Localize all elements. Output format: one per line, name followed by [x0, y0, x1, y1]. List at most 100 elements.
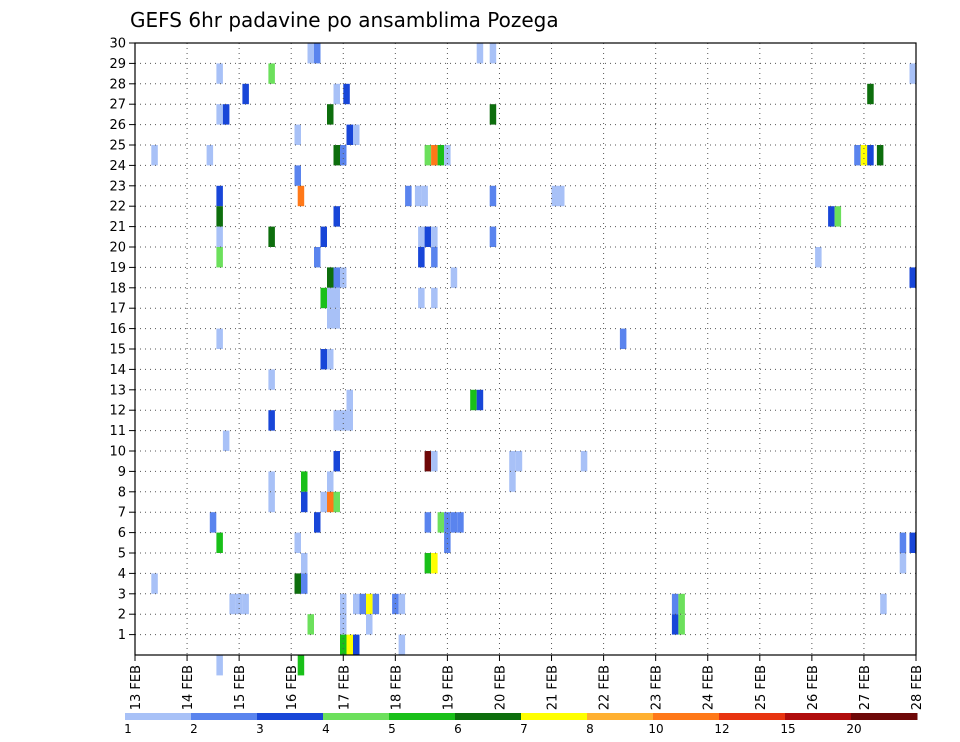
y-tick-label: 28: [109, 77, 126, 92]
y-tick-label: 11: [109, 424, 126, 439]
x-tick-label: 13 FEB: [129, 665, 144, 710]
heatmap-cell: [346, 634, 353, 655]
heatmap-cell: [431, 553, 438, 574]
x-tick-label: 26 FEB: [806, 665, 821, 710]
legend-swatch: [851, 713, 918, 720]
legend-swatch: [389, 713, 456, 720]
heatmap-cell: [353, 634, 360, 655]
heatmap-cell: [320, 287, 327, 309]
heatmap-cell: [876, 145, 884, 166]
heatmap-cell: [580, 451, 588, 472]
y-tick-label: 9: [118, 465, 126, 480]
heatmap-cell: [437, 512, 445, 533]
y-tick-label: 24: [109, 159, 126, 174]
heatmap-cell: [366, 614, 373, 635]
heatmap-cell: [294, 573, 301, 594]
x-tick-label: 16 FEB: [285, 665, 300, 710]
y-tick-label: 1: [118, 628, 126, 643]
heatmap-cell: [294, 532, 301, 553]
y-tick-label: 8: [118, 485, 126, 500]
heatmap-cell: [437, 145, 445, 166]
heatmap-cell: [418, 287, 425, 309]
legend-label: 8: [586, 722, 594, 736]
grid-layer: [135, 42, 916, 655]
heatmap-cell: [372, 593, 380, 615]
y-tick-label: 26: [109, 118, 126, 133]
heatmap-cell: [366, 593, 373, 615]
heatmap-cell: [268, 63, 275, 84]
heatmap-cell: [671, 614, 679, 635]
heatmap-cell: [327, 471, 334, 492]
heatmap-cell: [450, 267, 458, 288]
heatmap-cell: [489, 104, 497, 125]
legend-label: 4: [322, 722, 330, 736]
heatmap-cell: [431, 145, 438, 166]
heatmap-cell: [229, 593, 236, 615]
heatmap-cell: [242, 83, 249, 105]
heatmap-cell: [222, 430, 230, 451]
heatmap-cell: [470, 389, 477, 411]
heatmap-cell: [476, 43, 484, 64]
heatmap-cell: [216, 532, 223, 553]
heatmap-cell: [405, 185, 412, 207]
legend-label: 10: [648, 722, 663, 736]
heatmap-cell: [489, 226, 497, 247]
legend-label: 1: [124, 722, 132, 736]
heatmap-cell: [216, 328, 223, 349]
heatmap-cell: [216, 104, 223, 125]
heatmap-cell: [320, 491, 327, 513]
y-tick-label: 27: [109, 98, 126, 113]
y-tick-label: 15: [109, 343, 126, 358]
heatmap-cell: [346, 389, 353, 411]
heatmap-cell: [333, 83, 340, 105]
legend-label: 12: [714, 722, 729, 736]
y-tick-label: 19: [109, 261, 126, 276]
heatmap-cell: [899, 532, 907, 553]
heatmap-cell: [340, 634, 347, 655]
heatmap-cell: [327, 308, 334, 329]
heatmap-cell: [294, 165, 301, 186]
y-tick-label: 18: [109, 281, 126, 296]
heatmap-cell: [268, 226, 275, 247]
heatmap-cell: [880, 593, 887, 615]
color-legend: 1 2 3 4 5 6 7 8 10 12 15 20: [124, 713, 918, 736]
heatmap-cell: [489, 43, 497, 64]
heatmap-cell: [333, 491, 340, 513]
heatmap-cell: [333, 308, 340, 329]
y-tick-label: 3: [118, 587, 126, 602]
legend-swatch: [323, 713, 390, 720]
heatmap-cell: [509, 471, 516, 492]
heatmap-cell: [678, 593, 685, 615]
heatmap-cell: [242, 593, 249, 615]
legend-swatch: [785, 713, 852, 720]
heatmap-cell: [327, 491, 334, 513]
heatmap-cell: [431, 451, 438, 472]
heatmap-cell: [297, 185, 305, 207]
legend-label: 3: [256, 722, 264, 736]
y-tick-label: 6: [118, 526, 126, 541]
heatmap-cell: [333, 206, 340, 227]
heatmap-cell: [418, 247, 425, 268]
y-tick-label: 29: [109, 57, 126, 72]
heatmap-cell: [353, 124, 360, 145]
heatmap-cell: [424, 145, 432, 166]
legend-swatch: [587, 713, 654, 720]
heatmap-cell: [333, 451, 340, 472]
legend-label: 2: [190, 722, 198, 736]
heatmap-cell: [515, 451, 523, 472]
heatmap-cell: [909, 267, 916, 288]
heatmap-cell: [444, 532, 451, 553]
heatmap-cell: [431, 247, 438, 268]
heatmap-cell: [333, 145, 340, 166]
x-tick-label: 21 FEB: [546, 665, 561, 710]
heatmap-cell: [327, 287, 334, 309]
x-tick-label: 18 FEB: [389, 665, 404, 710]
heatmap-cell: [151, 145, 158, 166]
heatmap-cell: [268, 471, 275, 492]
heatmap-cell: [424, 553, 432, 574]
heatmap-cell: [268, 491, 275, 513]
x-tick-label: 25 FEB: [754, 665, 769, 710]
heatmap-cell: [418, 226, 425, 247]
heatmap-cell: [815, 247, 822, 268]
